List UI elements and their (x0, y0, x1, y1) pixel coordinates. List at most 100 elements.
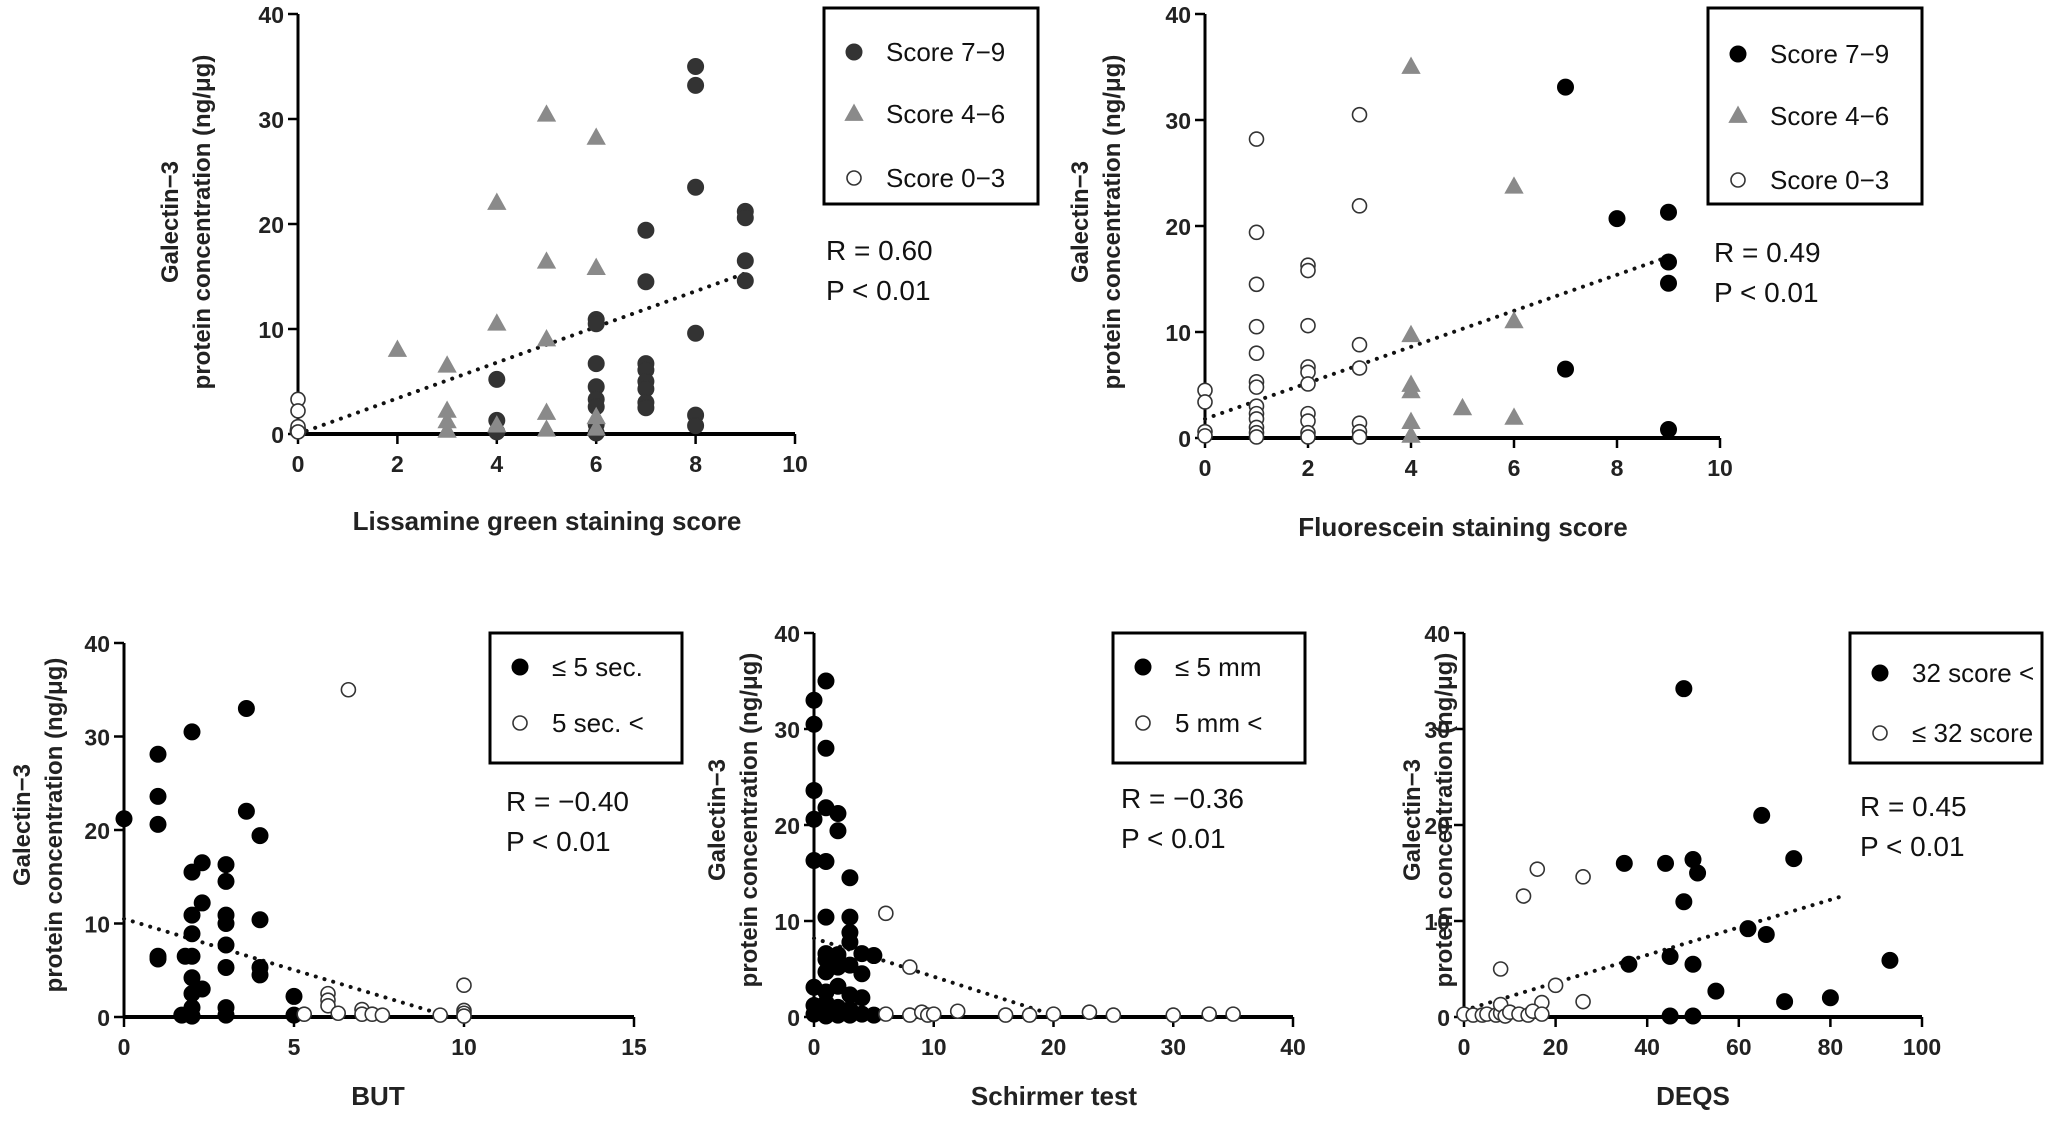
y-tick-label: 40 (774, 621, 800, 647)
y-tick-label: 40 (84, 631, 110, 657)
data-point (1197, 394, 1213, 410)
data-point (456, 1008, 472, 1024)
data-point (997, 1007, 1014, 1023)
stat-p-value: P < 0.01 (1121, 823, 1226, 854)
legend-box (488, 631, 684, 765)
y-axis-label-line1: Galectin−3 (704, 759, 731, 881)
data-point (1547, 977, 1564, 994)
data-point (1776, 993, 1794, 1011)
x-tick-label: 0 (118, 1034, 131, 1060)
data-point (1557, 78, 1574, 96)
legend-marker (511, 658, 529, 676)
y-axis-label-line1: Galectin−3 (1067, 161, 1094, 283)
x-axis-label: DEQS (1656, 1081, 1730, 1111)
trend-line (1462, 895, 1842, 1013)
data-point (1248, 345, 1265, 362)
data-point (374, 1007, 391, 1023)
stat-p-value: P < 0.01 (826, 275, 931, 306)
data-point (217, 915, 235, 932)
x-tick-label: 30 (1160, 1034, 1186, 1060)
data-point (1351, 336, 1368, 353)
series-0 (1557, 78, 1677, 439)
legend-label: 32 score < (1912, 658, 2034, 688)
legend-label: Score 4−6 (1770, 101, 1889, 131)
y-tick-label: 20 (1424, 813, 1450, 839)
x-tick-label: 2 (1302, 455, 1315, 481)
data-point (817, 908, 835, 926)
stat-r-value: R = −0.36 (1121, 783, 1244, 814)
data-point (290, 403, 306, 419)
x-tick-label: 10 (1707, 455, 1733, 481)
trend-line (1203, 254, 1671, 421)
data-point (1300, 317, 1316, 334)
series-2 (290, 391, 306, 440)
data-point (237, 699, 255, 717)
chart-but: 0 10 20 30 40 0 5 10 15 BUT Galectin−3 protein conc… (9, 631, 684, 1111)
x-tick-label: 60 (1726, 1034, 1752, 1060)
legend-label: Score 4−6 (886, 99, 1005, 129)
data-point (536, 329, 557, 347)
x-tick-label: 10 (921, 1034, 947, 1060)
legend: 32 score < ≤ 32 score (1848, 631, 2044, 765)
data-point (1557, 360, 1574, 378)
data-point (432, 1007, 449, 1023)
y-tick-label: 0 (787, 1005, 800, 1031)
x-tick-label: 0 (292, 451, 305, 477)
data-point (437, 420, 457, 438)
series-0 (805, 672, 883, 1025)
chart-fluorescein: 0 10 20 30 40 0 2 4 6 8 10 Fluorescein staining sco… (1067, 2, 1924, 542)
y-tick-label: 40 (1424, 621, 1450, 647)
chart-lissamine: 0 10 20 30 40 0 2 4 6 8 10 Lissamine green staining… (157, 2, 1040, 536)
data-point (878, 905, 894, 922)
data-point (1620, 955, 1638, 973)
y-axis-label-group: Galectin−3 protein concentration (ng/μg) (157, 55, 216, 390)
data-point (587, 355, 605, 373)
y-tick-label: 10 (774, 909, 800, 935)
data-point (193, 854, 211, 872)
legend: Score 7−9 Score 4−6 Score 0−3 (822, 6, 1040, 206)
data-point (1045, 1006, 1062, 1022)
x-tick-label: 10 (451, 1034, 477, 1060)
data-point (217, 1006, 235, 1024)
data-point (878, 1006, 894, 1022)
data-point (237, 802, 255, 820)
legend-box (1706, 6, 1924, 206)
y-axis-label-line1: Galectin−3 (9, 764, 36, 886)
data-point (805, 715, 823, 733)
y-tick-label: 40 (1165, 2, 1191, 28)
legend-box (1848, 631, 2044, 765)
legend-marker (1871, 664, 1889, 682)
x-axis-label: BUT (351, 1081, 405, 1111)
y-tick-label: 0 (1178, 426, 1191, 452)
data-point (1660, 274, 1677, 292)
data-point (1351, 429, 1368, 445)
legend-label: Score 7−9 (1770, 39, 1889, 69)
data-point (1105, 1007, 1122, 1023)
x-tick-label: 6 (1508, 455, 1521, 481)
y-axis-label-line2: protein concentration (ng/μg) (736, 653, 763, 988)
data-point (841, 933, 859, 951)
legend-label: 5 mm < (1175, 708, 1262, 738)
chart-deqs: 0 10 20 30 40 0 20 40 60 80 100 DEQS Galectin−3 prote… (1399, 621, 2044, 1111)
trend-line (812, 936, 1062, 1019)
data-point (1225, 1006, 1241, 1022)
data-point (1300, 262, 1316, 279)
data-point (387, 339, 408, 357)
y-tick-label: 0 (1437, 1005, 1450, 1031)
y-axis-label-line2: protein concentration (ng/μg) (1099, 55, 1126, 390)
y-tick-label: 20 (258, 212, 284, 238)
stat-r-value: R = 0.45 (1860, 791, 1967, 822)
data-point (1707, 982, 1725, 1000)
series-1 (1456, 861, 1591, 1024)
data-point (251, 966, 269, 984)
data-point (536, 251, 557, 269)
stat-r-value: R = 0.49 (1714, 237, 1821, 268)
x-tick-label: 4 (1405, 455, 1418, 481)
legend-label: ≤ 5 mm (1175, 652, 1262, 682)
data-point (149, 950, 167, 968)
data-point (290, 424, 306, 440)
legend-marker (846, 170, 862, 186)
data-point (149, 787, 167, 805)
data-point (841, 908, 859, 926)
data-point (587, 315, 605, 333)
